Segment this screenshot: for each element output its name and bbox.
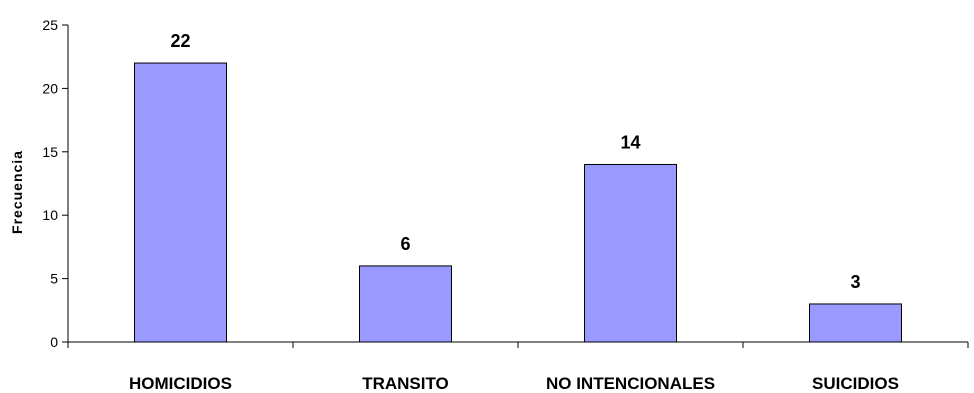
category-label: NO INTENCIONALES [546,374,715,393]
y-tick-label: 5 [50,271,58,287]
data-labels: 22 6 14 3 [170,31,860,292]
y-axis-ticks: 0 5 10 15 20 25 [42,17,68,350]
bar-no-intencionales [584,163,677,343]
bar-homicidios [134,62,227,343]
x-axis-ticks [67,342,969,348]
y-tick-label: 15 [42,144,58,160]
category-label: SUICIDIOS [812,374,899,393]
bar-suicidios [809,303,902,343]
y-axis-title: Frecuencia [9,150,25,234]
data-label: 14 [620,132,640,152]
y-tick-label: 20 [42,80,58,96]
category-label: TRANSITO [362,374,449,393]
bars [134,62,902,343]
category-labels: HOMICIDIOS TRANSITO NO INTENCIONALES SUICID… [129,374,899,393]
y-tick-label: 10 [42,207,58,223]
data-label: 3 [850,272,860,292]
category-label: HOMICIDIOS [129,374,232,393]
data-label: 6 [400,234,410,254]
bar-transito [359,265,452,343]
y-tick-label: 0 [50,334,58,350]
data-label: 22 [170,31,190,51]
y-tick-label: 25 [42,17,58,33]
